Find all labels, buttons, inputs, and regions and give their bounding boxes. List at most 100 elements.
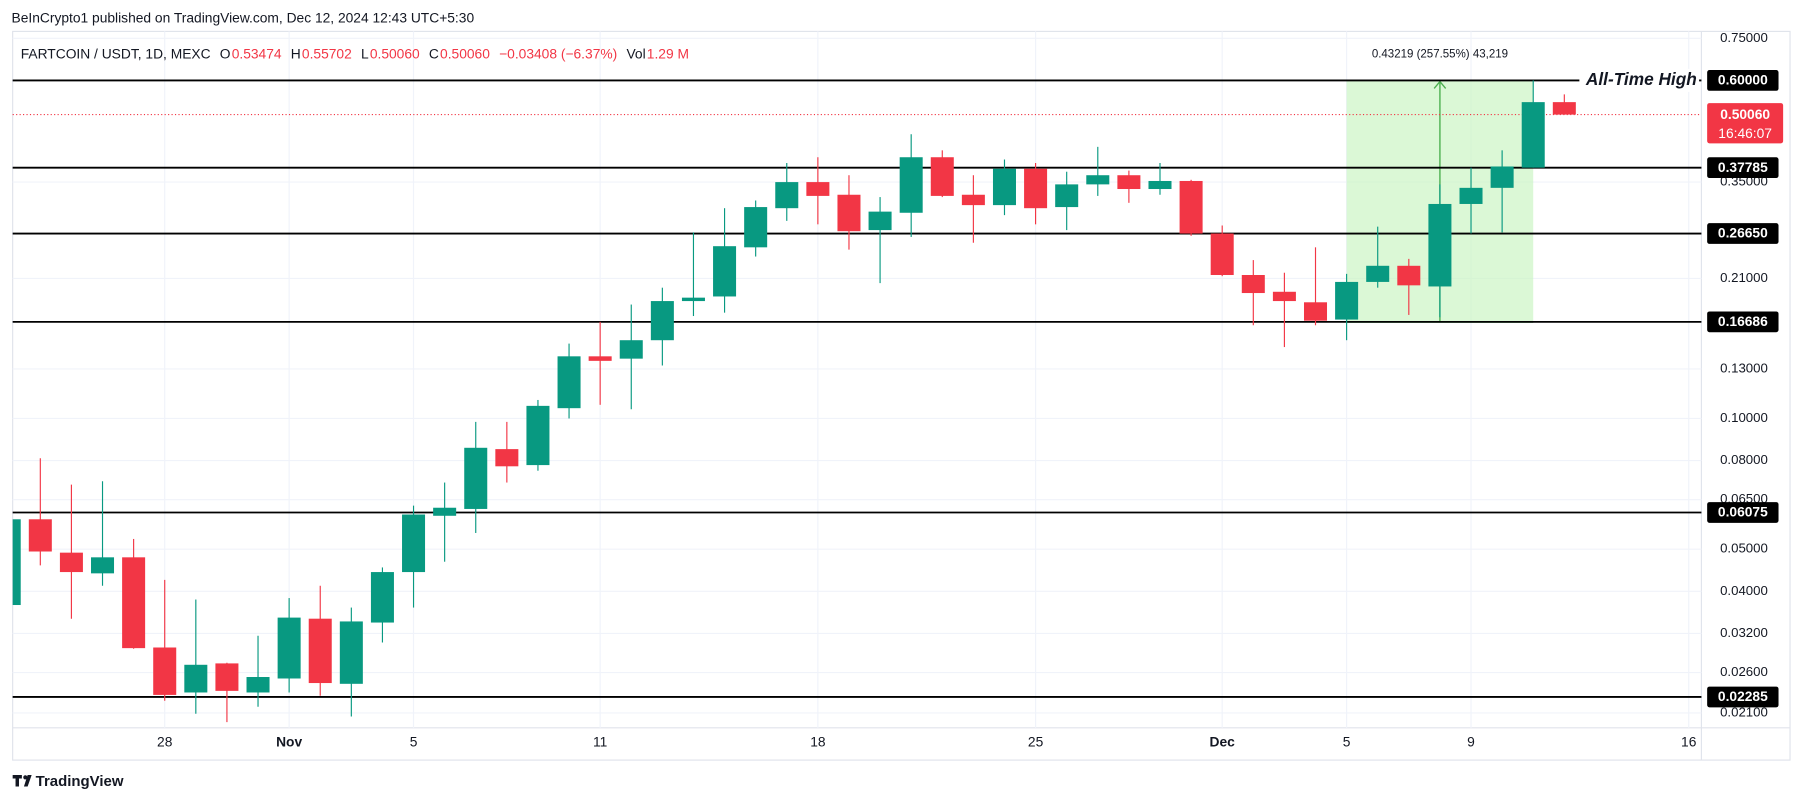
candle-body	[1210, 233, 1234, 276]
candle-body	[59, 552, 83, 573]
candle-body	[744, 207, 768, 248]
candle-body	[1552, 102, 1576, 115]
level-label: 0.06075	[1718, 504, 1768, 520]
level-label-box	[1707, 502, 1779, 523]
candle-body	[1490, 166, 1514, 188]
level-label: 0.02285	[1718, 688, 1768, 704]
x-tick-label: Dec	[1210, 733, 1236, 749]
candle-body	[91, 557, 115, 574]
x-tick-label: 18	[810, 733, 826, 749]
candle-body	[1117, 175, 1141, 190]
level-label-box	[1707, 70, 1779, 91]
x-tick-label: 28	[157, 733, 173, 749]
candle-body	[1179, 180, 1203, 234]
candle-body	[713, 246, 737, 297]
candle-body	[1024, 168, 1048, 209]
level-note-box	[1579, 68, 1700, 92]
levels	[12, 79, 1702, 698]
y-tick-label: 0.03200	[1720, 625, 1768, 640]
x-tick-label: 5	[1343, 733, 1351, 749]
candle-body	[1241, 275, 1265, 294]
candle-body	[837, 194, 861, 232]
level-label: 0.26650	[1718, 225, 1768, 241]
measure-label: 0.43219 (257.55%) 43,219	[1372, 48, 1508, 60]
candle-body	[1366, 265, 1390, 282]
candle-body	[899, 157, 923, 213]
current-price-label: 0.50060	[1720, 106, 1770, 122]
y-tick-label: 0.21000	[1720, 270, 1768, 285]
x-tick-label: 16	[1681, 733, 1697, 749]
y-tick-label: 0.05000	[1720, 541, 1768, 556]
legend-value: 0.53474	[232, 45, 282, 61]
candle-body	[153, 647, 177, 695]
y-tick-label: 0.13000	[1720, 360, 1768, 375]
candle-body	[464, 447, 488, 509]
legend-value: 0.55702	[302, 45, 352, 61]
legend-value: 0.50060	[370, 45, 420, 61]
candle-body	[619, 340, 643, 359]
x-tick-label: 9	[1467, 733, 1475, 749]
legend-value: −0.03408 (−6.37%)	[499, 45, 617, 61]
level-label-box	[1707, 686, 1779, 708]
x-tick-label: Nov	[276, 733, 302, 749]
candle-body	[246, 677, 270, 693]
candle-body	[1428, 203, 1452, 287]
legend-key: H	[291, 45, 301, 61]
candle-body	[681, 297, 705, 302]
footer-brand: TradingView	[36, 773, 124, 790]
candle-body	[526, 405, 550, 466]
legend-value: 0.50060	[440, 45, 490, 61]
candle-body	[12, 519, 21, 606]
x-tick-label: 5	[410, 733, 418, 749]
candle-body	[650, 301, 674, 341]
grid	[12, 31, 1702, 728]
level-label-box	[1707, 157, 1779, 179]
candle-body	[28, 519, 52, 552]
candle-body	[215, 663, 239, 691]
candles	[12, 80, 1576, 723]
candle-body	[1272, 291, 1296, 302]
legend-symbol: FARTCOIN / USDT, 1D, MEXC	[21, 45, 211, 61]
candle-body	[402, 514, 426, 573]
y-tick-label: 0.10000	[1720, 410, 1768, 425]
legend-value: 1.29 M	[647, 45, 689, 61]
level-label-box	[1707, 311, 1779, 333]
candle-body	[1397, 265, 1421, 286]
candle-body	[1521, 102, 1545, 168]
y-tick-label: 0.08000	[1720, 452, 1768, 467]
candle-body	[1086, 175, 1110, 185]
chart-frame	[12, 30, 1791, 761]
header: BeInCrypto1 published on TradingView.com…	[12, 9, 475, 25]
candle-body	[992, 168, 1016, 206]
legend-key: Vol	[626, 45, 645, 61]
axes: 0.750000.350000.210000.130000.100000.080…	[157, 30, 1784, 749]
candle-body	[184, 664, 208, 693]
x-tick-label: 11	[593, 733, 607, 749]
candle-body	[1303, 302, 1328, 321]
candle-body	[308, 618, 332, 684]
candle-body	[495, 449, 519, 467]
candle-body	[1335, 281, 1359, 320]
candle-body	[775, 182, 799, 209]
legend-key: O	[220, 45, 231, 61]
candle-body	[806, 182, 830, 196]
current-price-box	[1707, 103, 1784, 144]
level-label: 0.60000	[1718, 72, 1768, 88]
candle-body	[588, 356, 612, 361]
level-label: 0.16686	[1718, 313, 1768, 329]
legend: FARTCOIN / USDT, 1D, MEXC O0.53474 H0.5570…	[21, 45, 689, 61]
level-note: All-Time High	[1585, 69, 1697, 89]
candle-body	[961, 194, 985, 206]
measure-arrowhead	[1433, 80, 1447, 89]
x-tick-label: 25	[1028, 733, 1044, 749]
candle-body	[122, 557, 146, 649]
candle-body	[1055, 184, 1079, 208]
candle-body	[339, 621, 363, 684]
y-tick-label: 0.02100	[1720, 704, 1768, 719]
y-tick-label: 0.02600	[1720, 664, 1768, 679]
candle-body	[1459, 187, 1483, 204]
legend-key: L	[361, 45, 369, 61]
candle-body	[277, 617, 301, 679]
